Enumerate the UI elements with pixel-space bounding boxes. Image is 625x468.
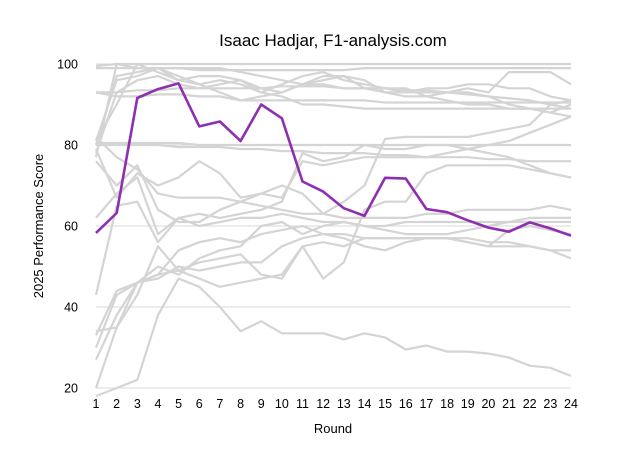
x-tick-label: 7	[216, 397, 223, 411]
x-tick-label: 3	[134, 397, 141, 411]
background-series-line-14	[95, 160, 572, 224]
x-tick-label: 18	[440, 397, 454, 411]
background-series-line-17	[95, 216, 571, 333]
x-tick-label: 11	[296, 397, 309, 411]
highlight-series-group	[95, 82, 572, 237]
y-tick-label: 40	[64, 301, 78, 315]
x-tick-label: 4	[154, 397, 161, 411]
background-series-line-21	[94, 224, 572, 389]
x-tick-label: 2	[113, 397, 120, 411]
x-tick-label: 13	[337, 397, 351, 411]
background-series-line-1	[95, 62, 571, 68]
x-axis-label: Round	[314, 421, 352, 436]
x-tick-labels: 1 2 3 4 5 6 7 8 9 10 11 12 13 14 15 16 17 18 19 20 21 22 23 24	[93, 397, 578, 411]
background-series-line-18	[94, 233, 572, 348]
x-tick-label: 24	[564, 397, 578, 411]
background-series-line-12	[95, 99, 572, 215]
x-tick-label: 10	[275, 397, 289, 411]
y-tick-label: 100	[57, 58, 78, 72]
background-series-line-9	[94, 62, 572, 158]
x-tick-label: 12	[316, 397, 330, 411]
x-tick-label: 6	[196, 397, 203, 411]
y-tick-label: 60	[64, 220, 78, 234]
x-tick-label: 19	[461, 397, 475, 411]
x-tick-label: 15	[378, 397, 392, 411]
y-tick-label: 20	[64, 382, 78, 396]
x-tick-label: 20	[481, 397, 495, 411]
x-tick-label: 23	[543, 397, 557, 411]
background-series-line-22	[95, 277, 572, 398]
y-axis-label: 2025 Performance Score	[31, 154, 46, 299]
background-series-line-11	[96, 143, 571, 163]
background-series-line-13	[94, 115, 572, 199]
background-series-line-20	[95, 164, 572, 336]
chart-title: Isaac Hadjar, F1-analysis.com	[219, 31, 447, 50]
y-tick-labels: 20 40 60 80 100	[57, 58, 78, 396]
x-tick-label: 21	[502, 397, 516, 411]
x-tick-label: 22	[523, 397, 537, 411]
highlight-series-line	[95, 82, 572, 237]
x-tick-label: 9	[258, 397, 265, 411]
background-series-line-8	[94, 70, 572, 154]
x-tick-label: 16	[399, 397, 413, 411]
x-tick-label: 5	[175, 397, 182, 411]
background-series-line-16	[94, 200, 571, 296]
background-series-line-4	[95, 91, 571, 104]
x-tick-label: 14	[358, 397, 372, 411]
x-tick-label: 17	[419, 397, 433, 411]
y-tick-label: 80	[64, 139, 78, 153]
x-tick-label: 1	[93, 397, 100, 411]
x-tick-label: 8	[237, 397, 244, 411]
background-series-group	[94, 62, 572, 398]
background-series-line-7	[95, 62, 572, 142]
background-series-line-19	[95, 224, 571, 361]
